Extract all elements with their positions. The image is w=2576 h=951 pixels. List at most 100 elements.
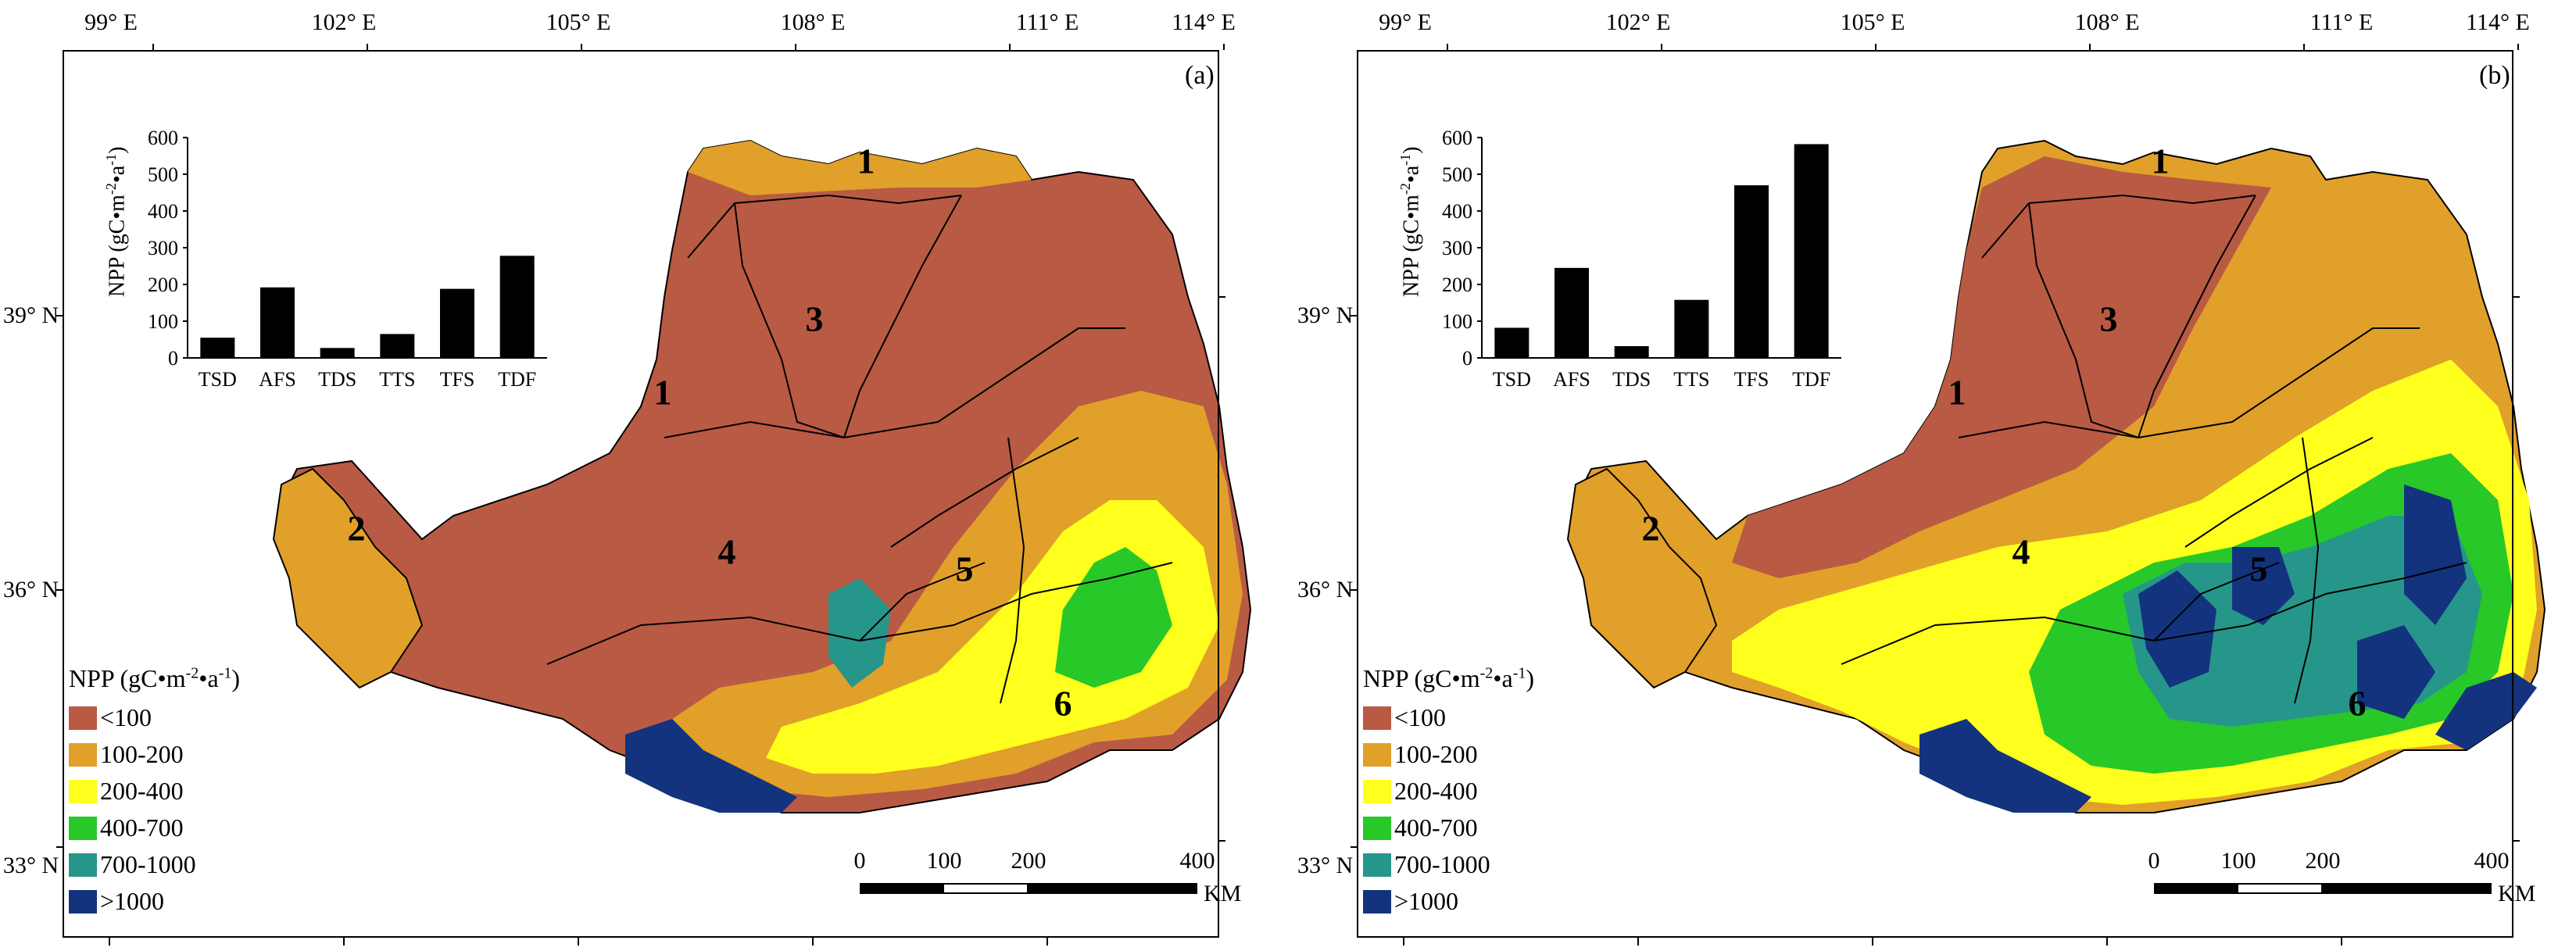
bar <box>1674 299 1709 358</box>
region-number: 4 <box>2012 531 2030 572</box>
y-tick-label: 400 <box>1442 200 1472 223</box>
map-frame <box>1357 50 2513 938</box>
legend-label: 400-700 <box>100 813 184 842</box>
legend-item: 100-200 <box>69 736 240 773</box>
bar <box>440 288 474 358</box>
lon-label: 111° E <box>1015 9 1079 35</box>
scale-tick: 100 <box>2220 848 2256 874</box>
zone-700-1000 <box>828 578 891 688</box>
legend-item: >1000 <box>69 883 240 920</box>
scale-tick: 0 <box>853 848 866 874</box>
zone-gt-1000 <box>1919 484 2537 813</box>
region-number: 1 <box>857 141 875 181</box>
legend-item: 200-400 <box>1363 773 1534 810</box>
bar <box>1555 267 1589 358</box>
panel-letter: (b) <box>2479 61 2510 90</box>
scale-segment <box>2321 883 2492 894</box>
scale-tick: 200 <box>2305 848 2341 874</box>
scale-bar: 0 100 200 400 KM <box>854 848 1242 926</box>
legend-label: 100-200 <box>1394 740 1478 768</box>
lat-label: 39° N <box>1297 302 1354 328</box>
legend-item: 700-1000 <box>69 846 240 883</box>
x-tick-label: TDF <box>1792 368 1830 391</box>
legend-swatch <box>69 742 97 767</box>
legend-label: 200-400 <box>1394 777 1478 805</box>
panel-letter: (a) <box>1185 61 1215 90</box>
region-boundaries <box>1841 194 2467 704</box>
legend-item: 200-400 <box>69 773 240 810</box>
lon-label: 99° E <box>84 9 138 35</box>
region-number: 1 <box>653 372 672 413</box>
y-tick-label: 400 <box>148 200 178 223</box>
y-tick-label: 300 <box>148 237 178 259</box>
y-tick-label: 300 <box>1442 237 1472 259</box>
lat-label: 33° N <box>3 853 59 878</box>
inset-chart-svg: 0 100 200 300 400 500 600 TSD AFS TDS TTS TFS TDF <box>1442 127 1841 391</box>
lat-label: 36° N <box>1297 577 1354 602</box>
y-tick-label: 100 <box>1442 310 1472 333</box>
x-tick-label: AFS <box>1553 368 1590 391</box>
scale-bar: 0 100 200 400 KM <box>2148 848 2536 926</box>
x-tick-label: TSD <box>199 368 237 391</box>
scale-tick: 200 <box>1011 848 1046 874</box>
legend-item: 100-200 <box>1363 736 1534 773</box>
x-tick-label: TTS <box>379 368 415 391</box>
legend-label: >1000 <box>1394 887 1459 915</box>
region-boundaries <box>546 194 1173 704</box>
map-panel-b: 99° E 102° E 105° E 108° E 111° E 114° E… <box>1294 0 2576 951</box>
inset-bar-chart: NPP (gC•m-2•a-1) 0 100 200 300 400 500 600 TSD A… <box>103 63 610 406</box>
legend-label: 700-1000 <box>1394 850 1490 878</box>
region-number: 1 <box>1948 372 1966 413</box>
bar <box>1494 327 1530 358</box>
legend-item: >1000 <box>1363 883 1534 920</box>
lon-label: 108° E <box>2074 9 2140 35</box>
legend-swatch <box>69 779 97 803</box>
lon-label: 114° E <box>1172 9 1236 35</box>
legend-label: 100-200 <box>100 740 184 768</box>
lon-label: 102° E <box>1605 9 1671 35</box>
west-lobe <box>1566 467 1718 689</box>
legend-item: 400-700 <box>1363 810 1534 846</box>
scale-segment <box>1027 883 1197 894</box>
scale-tick: 400 <box>1179 848 1215 874</box>
lat-label: 33° N <box>1297 853 1354 878</box>
region-number: 1 <box>2151 141 2170 181</box>
y-tick-label: 200 <box>148 274 178 296</box>
legend-swatch <box>1363 779 1391 803</box>
legend-label: 200-400 <box>100 777 184 805</box>
region-number: 6 <box>1054 683 1072 724</box>
lon-label: 102° E <box>311 9 377 35</box>
x-tick-label: TDS <box>318 368 356 391</box>
bar <box>200 338 235 358</box>
inset-chart-svg: 0 100 200 300 400 500 600 TSD AFS TDS TTS TFS TDF <box>148 127 547 391</box>
lon-label: 105° E <box>1840 9 1905 35</box>
region-number: 4 <box>717 531 736 572</box>
scale-segment <box>2237 883 2323 894</box>
region-number: 3 <box>805 299 824 339</box>
y-tick-label: 600 <box>148 127 178 149</box>
bar <box>499 256 535 358</box>
map-frame <box>63 50 1219 938</box>
scale-unit: KM <box>2498 881 2536 906</box>
legend-title: NPP (gC•m-2•a-1) <box>1363 664 1535 692</box>
y-tick-label: 0 <box>1462 347 1472 370</box>
scale-segment <box>860 883 944 894</box>
y-tick-label: 600 <box>1442 127 1472 149</box>
region-number: 2 <box>1641 508 1660 549</box>
legend-item: <100 <box>1363 699 1534 736</box>
legend-label: 400-700 <box>1394 813 1478 842</box>
legend-label: >1000 <box>100 887 165 915</box>
legend-swatch <box>69 889 97 913</box>
region-number: 6 <box>2348 683 2367 724</box>
scale-unit: KM <box>1204 881 1242 906</box>
y-tick-label: 500 <box>1442 163 1472 186</box>
y-tick-label: 500 <box>148 163 178 186</box>
y-tick-label: 200 <box>1442 274 1472 296</box>
y-tick-label: 0 <box>168 347 178 370</box>
legend-swatch <box>69 853 97 877</box>
scale-tick: 0 <box>2148 848 2160 874</box>
legend-item: 700-1000 <box>1363 846 1534 883</box>
x-tick-label: TTS <box>1673 368 1709 391</box>
legend-swatch <box>1363 853 1391 877</box>
legend-swatch <box>69 816 97 840</box>
